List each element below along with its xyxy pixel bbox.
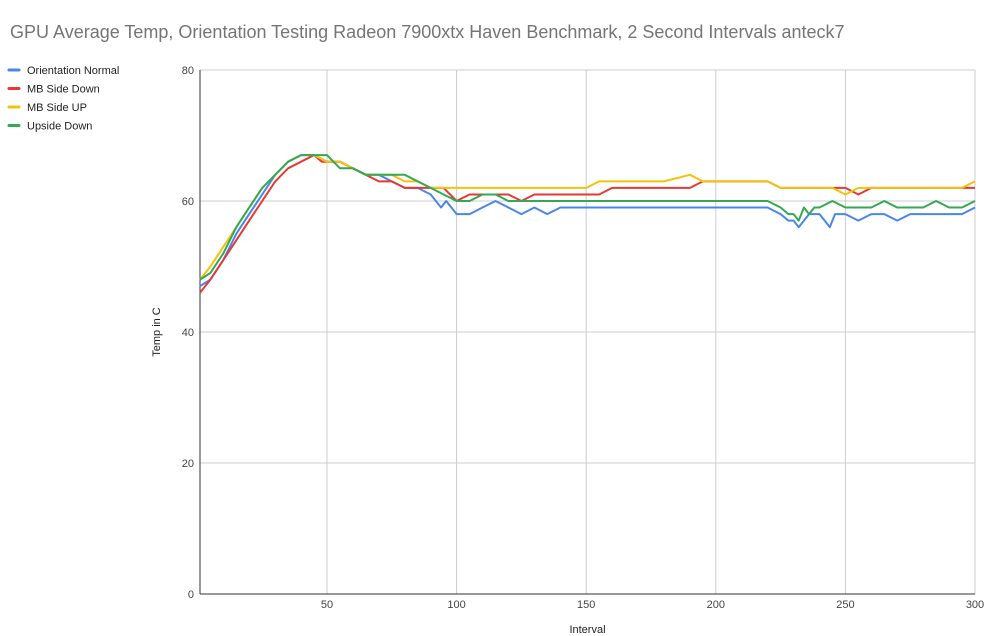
x-tick-label: 300 (966, 599, 984, 611)
chart-title: GPU Average Temp, Orientation Testing Ra… (10, 22, 845, 42)
y-tick-label: 60 (182, 196, 194, 208)
y-tick-label: 0 (188, 589, 194, 601)
series-line (199, 154, 976, 287)
y-tick-label: 40 (182, 327, 194, 339)
legend-label: Upside Down (27, 121, 92, 133)
series-line (199, 154, 975, 294)
x-tick-label: 200 (707, 599, 725, 611)
y-tick-label: 80 (182, 65, 194, 77)
y-axis-title: Temp in C (151, 307, 163, 357)
y-tick-label: 20 (182, 458, 194, 470)
series-line (199, 154, 976, 281)
grid-lines (200, 69, 976, 594)
x-tick-label: 100 (447, 599, 465, 611)
legend-label: MB Side UP (27, 102, 87, 114)
legend: Orientation Normal MB Side Down MB Side UP… (7, 65, 119, 133)
x-tick-label: 50 (321, 599, 333, 611)
series-lines (199, 154, 976, 294)
x-tick-label: 150 (577, 599, 595, 611)
axes: 0 20 40 60 80 50 100 150 200 250 300 (182, 65, 984, 611)
x-tick-label: 250 (836, 599, 854, 611)
legend-label: Orientation Normal (27, 65, 119, 77)
legend-label: MB Side Down (27, 84, 100, 96)
x-axis-title: Interval (569, 624, 605, 636)
series-line (199, 154, 976, 281)
